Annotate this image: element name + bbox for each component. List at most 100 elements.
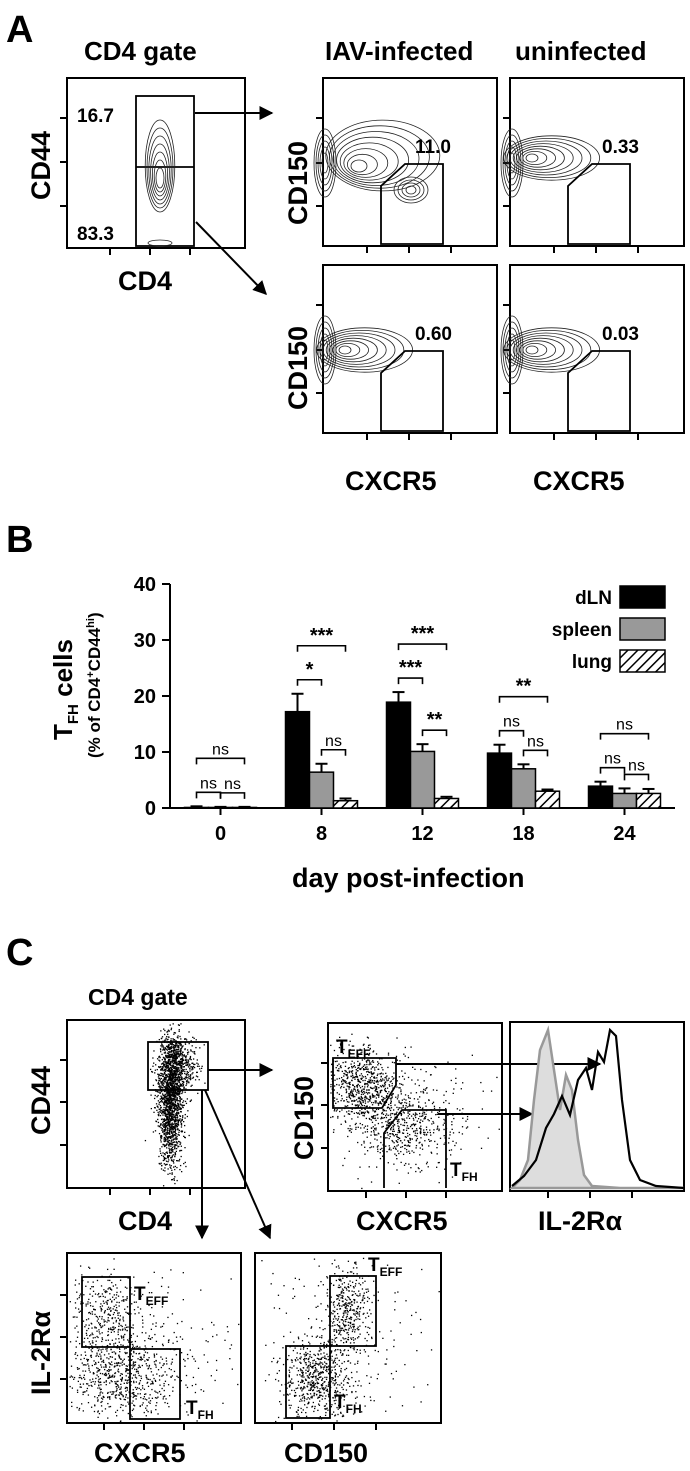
event-dot [340,1319,343,1321]
event-dot [392,1140,394,1143]
event-dot [113,1328,115,1330]
event-dot [391,1061,394,1063]
event-dot [175,1040,177,1042]
event-dot [177,1146,179,1148]
event-dot [460,1088,462,1090]
event-dot [191,1066,194,1069]
event-dot [340,1065,342,1067]
event-dot [179,1106,181,1109]
event-dot [395,1055,398,1058]
event-dot [178,1106,180,1108]
event-dot [163,1129,165,1131]
event-dot [358,1080,361,1083]
event-dot [165,1066,167,1069]
event-dot [168,1149,171,1151]
event-dot [158,1379,161,1381]
event-dot [405,1099,407,1101]
event-dot [186,1353,189,1356]
event-dot [189,1064,191,1066]
event-dot [178,1050,180,1052]
event-dot [405,1104,407,1107]
event-dot [163,1065,165,1067]
event-dot [178,1119,181,1121]
event-dot [172,1093,174,1095]
event-dot [111,1281,113,1284]
event-dot [173,1177,175,1180]
event-dot [179,1084,182,1087]
event-dot [416,1135,418,1137]
event-dot [184,1048,186,1050]
event-dot [171,1115,173,1117]
event-dot [160,1152,162,1155]
event-dot [162,1125,164,1127]
event-dot [391,1093,394,1095]
event-dot [343,1100,345,1102]
event-dot [383,1101,386,1103]
event-dot [167,1033,169,1036]
event-dot [139,1359,141,1361]
event-dot [106,1348,108,1350]
event-dot [186,1064,188,1067]
event-dot [118,1305,120,1307]
event-dot [104,1310,106,1312]
event-dot [174,1120,176,1122]
event-dot [126,1380,129,1382]
event-dot [175,1072,177,1074]
event-dot [118,1301,120,1304]
event-dot [174,1127,176,1129]
event-dot [168,1051,171,1053]
event-dot [420,1119,422,1121]
event-dot [179,1048,182,1050]
event-dot [170,1028,172,1031]
event-dot [174,1092,176,1094]
chart-x-label: day post-infection [292,863,525,893]
event-dot [171,1172,173,1174]
event-dot [389,1133,392,1135]
event-dot [169,1069,172,1072]
contour-line [508,152,516,174]
event-dot [167,1124,169,1126]
event-dot [370,1063,372,1066]
event-dot [176,1135,178,1138]
event-dot [349,1271,352,1273]
event-dot [105,1365,107,1368]
event-dot [179,1053,181,1055]
event-dot [74,1316,76,1318]
event-dot [104,1408,107,1410]
event-dot [134,1374,136,1376]
event-dot [166,1133,169,1135]
event-dot [163,1077,166,1079]
event-dot [175,1068,177,1070]
event-dot [91,1313,94,1315]
event-dot [360,1090,363,1093]
contour-line [516,145,565,171]
event-dot [355,1312,357,1314]
event-dot [92,1342,94,1344]
event-dot [145,1415,147,1417]
event-dot [174,1045,177,1047]
event-dot [93,1360,95,1362]
event-dot [106,1350,108,1352]
event-dot [97,1322,100,1324]
event-dot [176,1104,178,1106]
event-dot [349,1093,351,1095]
event-dot [166,1402,169,1405]
event-dot [176,1093,179,1096]
event-dot [144,1345,146,1347]
event-dot [180,1352,183,1354]
event-dot [348,1309,351,1312]
event-dot [71,1387,74,1389]
event-dot [384,1090,387,1092]
event-dot [166,1122,168,1124]
event-dot [71,1376,74,1378]
event-dot [453,1088,455,1090]
event-dot [161,1101,163,1103]
event-dot [164,1113,166,1115]
event-dot [398,1087,400,1089]
event-dot [366,1036,369,1038]
event-dot [171,1125,173,1128]
event-dot [82,1320,85,1322]
event-dot [141,1331,143,1334]
event-dot [174,1127,176,1130]
event-dot [376,1166,378,1168]
